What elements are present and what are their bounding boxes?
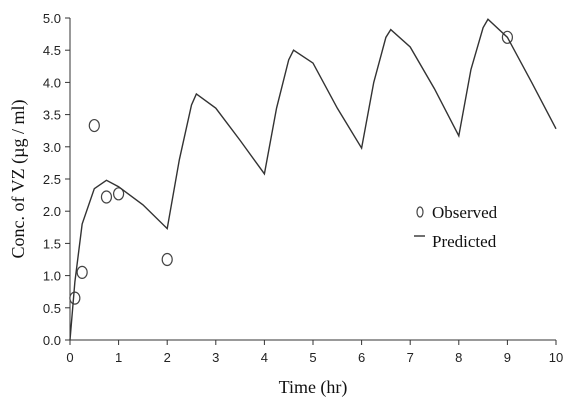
plot-series <box>69 18 557 341</box>
observed-point <box>501 30 513 44</box>
x-axis-title: Time (hr) <box>279 377 348 398</box>
x-tick-label: 10 <box>549 350 563 365</box>
y-tick-label: 4.0 <box>43 75 61 90</box>
y-tick-label: 5.0 <box>43 11 61 26</box>
x-tick-label: 8 <box>455 350 462 365</box>
x-tick-label: 0 <box>66 350 73 365</box>
legend-observed-marker <box>416 206 424 218</box>
x-ticks: 0 1 2 3 4 5 6 7 8 9 10 <box>66 340 563 365</box>
x-tick-label: 4 <box>261 350 268 365</box>
x-tick-label: 7 <box>407 350 414 365</box>
y-tick-label: 2.5 <box>43 172 61 187</box>
y-tick-label: 1.5 <box>43 236 61 251</box>
observed-point <box>112 187 125 201</box>
x-tick-label: 9 <box>504 350 511 365</box>
x-tick-label: 2 <box>164 350 171 365</box>
legend-observed-label: Observed <box>432 203 498 222</box>
y-tick-label: 2.0 <box>43 204 61 219</box>
observed-point <box>100 190 113 204</box>
y-tick-label: 0.0 <box>43 333 61 348</box>
observed-point <box>76 265 88 279</box>
y-tick-label: 1.0 <box>43 269 61 284</box>
y-tick-label: 3.0 <box>43 140 61 155</box>
x-tick-label: 3 <box>212 350 219 365</box>
y-axis-title: Conc. of VZ (µg / ml) <box>8 99 29 258</box>
observed-point <box>69 291 81 305</box>
x-tick-label: 6 <box>358 350 365 365</box>
observed-point <box>88 118 100 133</box>
x-tick-label: 5 <box>309 350 316 365</box>
y-ticks: 0.0 0.5 1.0 1.5 2.0 2.5 3.0 3.5 4.0 4.5 5.0 <box>43 11 70 348</box>
legend-predicted-label: Predicted <box>432 232 497 251</box>
y-tick-label: 4.5 <box>43 43 61 58</box>
observed-point <box>161 252 173 267</box>
x-tick-label: 1 <box>115 350 122 365</box>
y-tick-label: 3.5 <box>43 108 61 123</box>
y-tick-label: 0.5 <box>43 301 61 316</box>
predicted-line <box>69 18 557 341</box>
legend: Observed Predicted <box>414 203 498 251</box>
axes <box>69 18 556 341</box>
